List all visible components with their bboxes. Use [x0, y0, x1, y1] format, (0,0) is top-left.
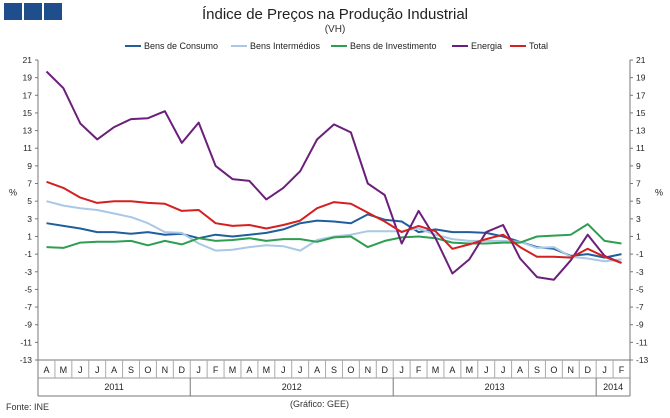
y-tick-label-left: -7: [24, 302, 32, 312]
y-tick-label-right: 5: [636, 196, 641, 206]
y-tick-label-left: 7: [27, 179, 32, 189]
ine-logo-icon: [4, 3, 62, 20]
x-tick-label: J: [78, 365, 83, 375]
y-tick-label-left: -13: [20, 355, 33, 365]
y-tick-label-right: 19: [636, 73, 646, 83]
x-tick-label: O: [144, 365, 151, 375]
x-tick-label: J: [281, 365, 286, 375]
x-tick-label: A: [43, 365, 49, 375]
y-tick-label-left: 5: [27, 196, 32, 206]
legend-label: Bens de Consumo: [144, 41, 218, 51]
y-tick-label-left: 19: [23, 73, 33, 83]
x-tick-label: J: [298, 365, 303, 375]
x-tick-label: M: [229, 365, 237, 375]
logo-block: [4, 3, 22, 20]
series-line-bens-de-investimento: [46, 223, 622, 249]
x-tick-label: F: [619, 365, 625, 375]
y-tick-label-left: -3: [24, 267, 32, 277]
y-tick-label-left: -1: [24, 249, 32, 259]
year-label: 2013: [485, 382, 505, 392]
x-tick-label: J: [484, 365, 489, 375]
x-tick-label: O: [347, 365, 354, 375]
y-tick-label-right: 3: [636, 214, 641, 224]
x-tick-label: S: [534, 365, 540, 375]
x-tick-label: S: [128, 365, 134, 375]
x-tick-label: N: [365, 365, 372, 375]
y-tick-label-right: 15: [636, 108, 646, 118]
x-tick-label: F: [213, 365, 219, 375]
x-tick-label: M: [60, 365, 68, 375]
y-tick-label-right: 9: [636, 161, 641, 171]
x-tick-label: F: [416, 365, 422, 375]
y-tick-label-left: 15: [23, 108, 33, 118]
y-tick-label-right: 7: [636, 179, 641, 189]
chart-credit: (Gráfico: GEE): [290, 399, 350, 409]
y-tick-label-right: 11: [636, 143, 645, 153]
x-tick-label: M: [466, 365, 474, 375]
legend-label: Total: [529, 41, 548, 51]
y-tick-label-right: -7: [636, 302, 644, 312]
year-label: 2014: [603, 382, 623, 392]
y-tick-label-left: 17: [23, 90, 33, 100]
y-tick-label-right: -11: [636, 337, 648, 347]
x-tick-label: A: [246, 365, 252, 375]
y-axis-label-right: %: [655, 187, 663, 197]
x-tick-label: D: [179, 365, 186, 375]
logo-block: [24, 3, 42, 20]
y-tick-label-left: 9: [27, 161, 32, 171]
x-tick-label: A: [449, 365, 455, 375]
y-tick-label-left: 1: [27, 231, 32, 241]
y-tick-label-right: 1: [636, 231, 641, 241]
y-tick-label-right: 13: [636, 126, 646, 136]
x-tick-label: J: [602, 365, 607, 375]
x-tick-label: J: [399, 365, 404, 375]
logo-block: [44, 3, 62, 20]
y-tick-label-right: -13: [636, 355, 649, 365]
y-tick-label-right: 21: [636, 55, 646, 65]
x-tick-label: J: [501, 365, 506, 375]
x-tick-label: N: [568, 365, 575, 375]
chart-title: Índice de Preços na Produção Industrial: [202, 6, 468, 23]
legend-label: Bens de Investimento: [350, 41, 437, 51]
chart-subtitle: (VH): [324, 24, 346, 35]
x-tick-label: O: [550, 365, 557, 375]
y-tick-label-left: -5: [24, 284, 32, 294]
series-line-energia: [45, 70, 622, 281]
y-axis-label-left: %: [9, 187, 17, 197]
y-tick-label-right: -3: [636, 267, 644, 277]
y-tick-label-left: 21: [23, 55, 33, 65]
x-tick-label: J: [95, 365, 100, 375]
x-tick-label: S: [331, 365, 337, 375]
y-tick-label-left: 3: [27, 214, 32, 224]
legend-label: Energia: [471, 41, 502, 51]
x-tick-label: A: [111, 365, 117, 375]
year-label: 2011: [104, 382, 123, 392]
y-tick-label-right: -9: [636, 320, 644, 330]
y-tick-label-left: -11: [20, 337, 32, 347]
source-note: Fonte: INE: [6, 402, 50, 412]
y-tick-label-left: -9: [24, 320, 32, 330]
x-tick-label: N: [162, 365, 169, 375]
series-line-bens-interm-dios: [46, 200, 622, 263]
y-tick-label-right: -5: [636, 284, 644, 294]
y-tick-label-right: -1: [636, 249, 644, 259]
x-tick-label: A: [517, 365, 523, 375]
y-tick-label-left: 11: [23, 143, 32, 153]
year-label: 2012: [282, 382, 302, 392]
y-tick-label-right: 17: [636, 90, 646, 100]
x-tick-label: A: [314, 365, 320, 375]
series-line-total: [46, 180, 622, 264]
x-tick-label: D: [584, 365, 591, 375]
x-tick-label: D: [381, 365, 388, 375]
x-tick-label: M: [263, 365, 271, 375]
x-tick-label: J: [196, 365, 201, 375]
y-tick-label-left: 13: [23, 126, 33, 136]
legend-label: Bens Intermédios: [250, 41, 321, 51]
x-tick-label: M: [432, 365, 440, 375]
